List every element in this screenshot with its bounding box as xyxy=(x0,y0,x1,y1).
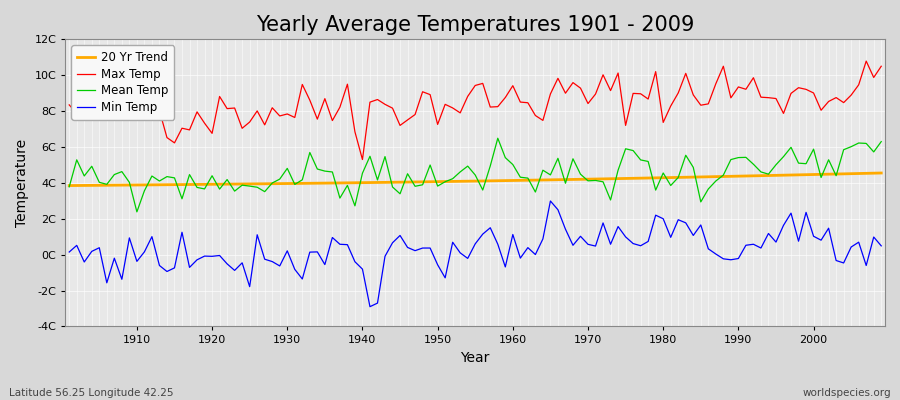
Max Temp xyxy=(876,64,886,69)
Max Temp xyxy=(64,102,75,107)
Line: Mean Temp: Mean Temp xyxy=(69,138,881,212)
Min Temp xyxy=(364,304,375,309)
Min Temp xyxy=(613,224,624,229)
Max Temp xyxy=(335,105,346,110)
Mean Temp xyxy=(515,175,526,180)
Min Temp xyxy=(515,256,526,260)
Min Temp xyxy=(508,232,518,237)
Mean Temp xyxy=(876,139,886,144)
Max Temp xyxy=(515,100,526,104)
Mean Temp xyxy=(124,180,135,185)
Mean Temp xyxy=(131,210,142,214)
20 Yr Trend xyxy=(290,181,301,186)
Y-axis label: Temperature: Temperature xyxy=(15,139,29,227)
Max Temp xyxy=(290,115,301,120)
20 Yr Trend xyxy=(335,180,346,185)
Mean Temp xyxy=(523,176,534,180)
Mean Temp xyxy=(342,183,353,188)
Min Temp xyxy=(876,244,886,248)
Max Temp xyxy=(357,157,368,162)
Min Temp xyxy=(290,267,301,272)
Mean Temp xyxy=(297,178,308,182)
Line: Min Temp: Min Temp xyxy=(69,201,881,307)
Mean Temp xyxy=(492,136,503,141)
Text: Latitude 56.25 Longitude 42.25: Latitude 56.25 Longitude 42.25 xyxy=(9,388,174,398)
Title: Yearly Average Temperatures 1901 - 2009: Yearly Average Temperatures 1901 - 2009 xyxy=(256,15,695,35)
Max Temp xyxy=(605,88,616,93)
Mean Temp xyxy=(64,184,75,189)
Max Temp xyxy=(508,83,518,88)
Legend: 20 Yr Trend, Max Temp, Mean Temp, Min Temp: 20 Yr Trend, Max Temp, Mean Temp, Min Te… xyxy=(71,45,175,120)
Max Temp xyxy=(124,112,135,116)
20 Yr Trend xyxy=(508,178,518,183)
20 Yr Trend xyxy=(876,171,886,176)
20 Yr Trend xyxy=(124,183,135,188)
Line: 20 Yr Trend: 20 Yr Trend xyxy=(69,173,881,186)
Text: worldspecies.org: worldspecies.org xyxy=(803,388,891,398)
Max Temp xyxy=(860,59,871,64)
Min Temp xyxy=(124,236,135,240)
20 Yr Trend xyxy=(598,176,608,181)
20 Yr Trend xyxy=(500,178,510,183)
20 Yr Trend xyxy=(64,183,75,188)
Min Temp xyxy=(335,242,346,247)
Line: Max Temp: Max Temp xyxy=(69,61,881,160)
Min Temp xyxy=(545,198,556,203)
Min Temp xyxy=(64,250,75,254)
X-axis label: Year: Year xyxy=(461,351,490,365)
Mean Temp xyxy=(613,168,624,172)
